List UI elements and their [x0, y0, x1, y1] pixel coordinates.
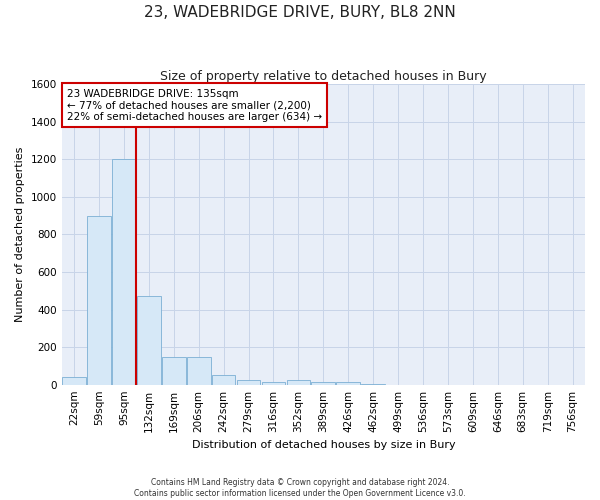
Bar [62, 377, 86, 384]
X-axis label: Distribution of detached houses by size in Bury: Distribution of detached houses by size … [191, 440, 455, 450]
Bar [237, 380, 260, 384]
Bar [287, 380, 310, 384]
Bar [262, 382, 286, 384]
Bar [137, 296, 161, 384]
Text: 23 WADEBRIDGE DRIVE: 135sqm
← 77% of detached houses are smaller (2,200)
22% of : 23 WADEBRIDGE DRIVE: 135sqm ← 77% of det… [67, 88, 322, 122]
Bar [337, 382, 360, 384]
Bar [311, 382, 335, 384]
Y-axis label: Number of detached properties: Number of detached properties [15, 146, 25, 322]
Bar [187, 356, 211, 384]
Bar [112, 160, 136, 384]
Title: Size of property relative to detached houses in Bury: Size of property relative to detached ho… [160, 70, 487, 83]
Bar [212, 376, 235, 384]
Text: 23, WADEBRIDGE DRIVE, BURY, BL8 2NN: 23, WADEBRIDGE DRIVE, BURY, BL8 2NN [144, 5, 456, 20]
Bar [87, 216, 111, 384]
Text: Contains HM Land Registry data © Crown copyright and database right 2024.
Contai: Contains HM Land Registry data © Crown c… [134, 478, 466, 498]
Bar [162, 356, 185, 384]
